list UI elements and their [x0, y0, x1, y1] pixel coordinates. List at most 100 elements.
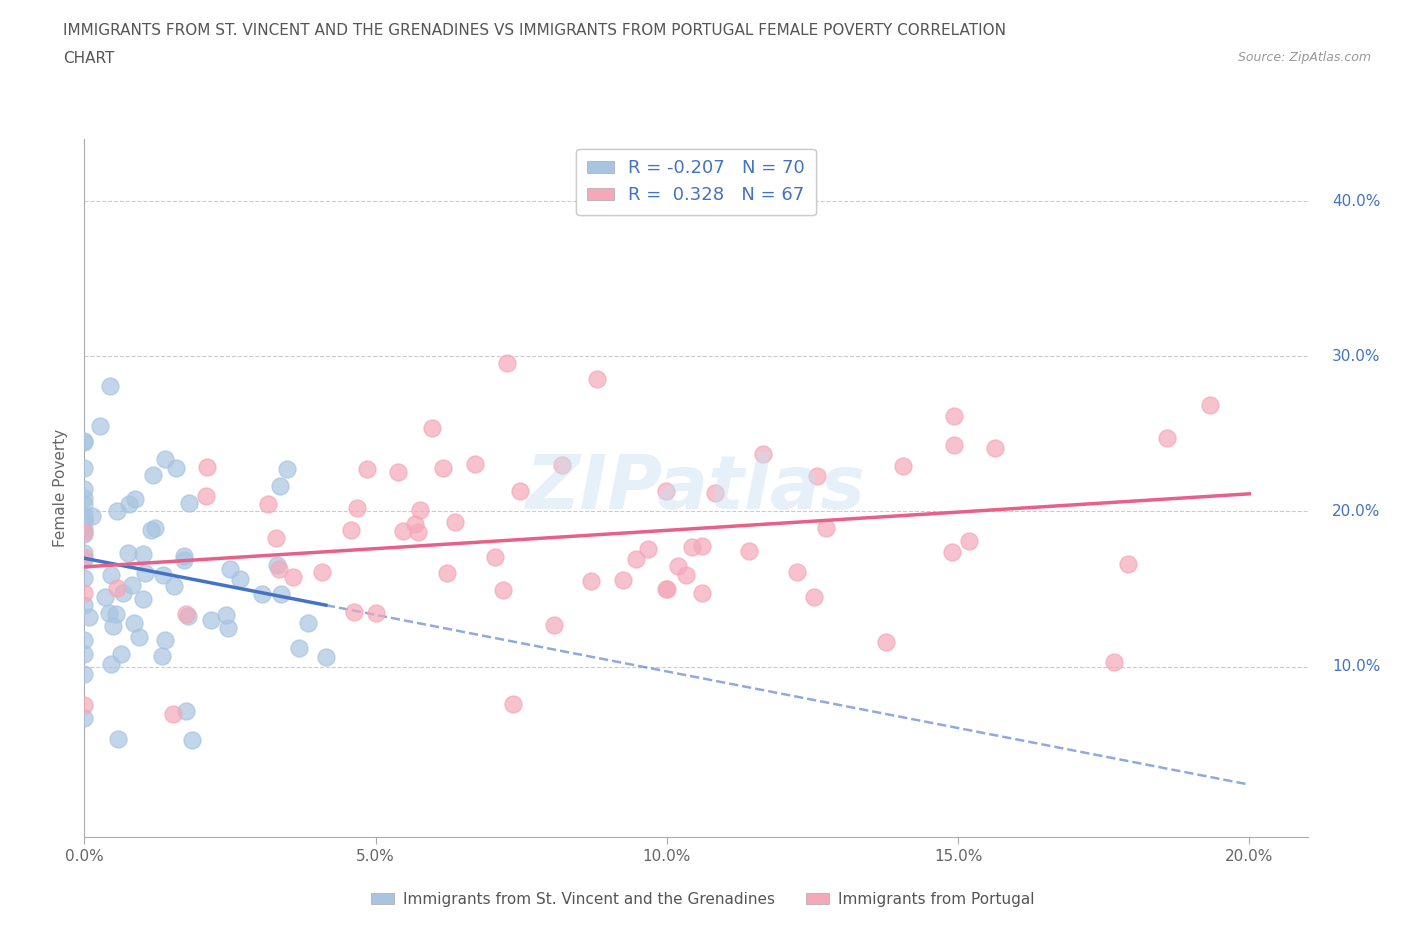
Point: [100, 657, 122, 671]
Point: [464, 457, 486, 472]
Point: [346, 501, 368, 516]
Point: [73, 461, 96, 476]
Point: [959, 534, 981, 549]
Point: [73, 433, 96, 448]
Y-axis label: Female Poverty: Female Poverty: [53, 429, 69, 548]
Point: [803, 590, 825, 604]
Point: [941, 544, 963, 559]
Point: [551, 458, 574, 472]
Point: [751, 447, 773, 462]
Point: [139, 523, 162, 538]
Point: [502, 697, 524, 711]
Point: [586, 372, 609, 387]
Point: [200, 613, 222, 628]
Point: [73, 597, 96, 612]
Point: [177, 608, 200, 623]
Point: [315, 649, 337, 664]
Point: [93, 590, 115, 604]
Point: [356, 461, 378, 476]
Point: [681, 540, 703, 555]
Point: [1156, 431, 1178, 445]
Point: [219, 562, 242, 577]
Point: [105, 503, 128, 518]
Point: [176, 607, 198, 622]
Text: 10.0%: 10.0%: [1331, 659, 1381, 674]
Point: [73, 513, 96, 528]
Point: [117, 546, 139, 561]
Point: [406, 525, 429, 539]
Point: [343, 604, 366, 619]
Point: [73, 522, 96, 537]
Legend: R = -0.207   N = 70, R =  0.328   N = 67: R = -0.207 N = 70, R = 0.328 N = 67: [576, 149, 815, 215]
Point: [806, 469, 828, 484]
Point: [107, 731, 129, 746]
Point: [180, 733, 202, 748]
Point: [104, 606, 127, 621]
Point: [217, 621, 239, 636]
Point: [131, 546, 153, 561]
Point: [270, 586, 292, 601]
Point: [117, 497, 139, 512]
Text: 30.0%: 30.0%: [1331, 349, 1381, 364]
Point: [73, 646, 96, 661]
Point: [97, 605, 120, 620]
Point: [132, 591, 155, 606]
Point: [492, 583, 515, 598]
Point: [153, 451, 176, 466]
Point: [579, 574, 602, 589]
Point: [73, 711, 96, 725]
Point: [89, 418, 111, 433]
Point: [73, 434, 96, 449]
Point: [98, 379, 121, 393]
Point: [73, 570, 96, 585]
Point: [543, 618, 565, 632]
Point: [942, 409, 965, 424]
Point: [1199, 398, 1222, 413]
Point: [110, 646, 132, 661]
Point: [165, 461, 187, 476]
Point: [73, 545, 96, 560]
Point: [496, 355, 519, 370]
Point: [73, 698, 96, 712]
Point: [267, 562, 290, 577]
Point: [73, 497, 96, 512]
Point: [73, 512, 96, 527]
Point: [391, 524, 413, 538]
Point: [420, 420, 443, 435]
Point: [105, 580, 128, 595]
Point: [675, 567, 697, 582]
Point: [875, 634, 897, 649]
Point: [1116, 557, 1139, 572]
Point: [194, 489, 217, 504]
Point: [73, 552, 96, 567]
Point: [73, 491, 96, 506]
Point: [174, 704, 197, 719]
Point: [142, 468, 165, 483]
Point: [77, 610, 100, 625]
Text: CHART: CHART: [63, 51, 115, 66]
Point: [637, 542, 659, 557]
Point: [668, 558, 690, 573]
Point: [942, 438, 965, 453]
Point: [214, 608, 236, 623]
Point: [134, 565, 156, 580]
Point: [626, 551, 648, 566]
Point: [266, 557, 288, 572]
Text: IMMIGRANTS FROM ST. VINCENT AND THE GRENADINES VS IMMIGRANTS FROM PORTUGAL FEMAL: IMMIGRANTS FROM ST. VINCENT AND THE GREN…: [63, 23, 1007, 38]
Point: [436, 565, 458, 580]
Point: [1102, 655, 1125, 670]
Point: [287, 640, 309, 655]
Point: [73, 585, 96, 600]
Point: [432, 460, 454, 475]
Text: 20.0%: 20.0%: [1331, 504, 1381, 519]
Point: [612, 573, 634, 588]
Point: [704, 485, 727, 500]
Point: [297, 616, 319, 631]
Point: [786, 565, 808, 579]
Point: [250, 587, 273, 602]
Point: [101, 618, 124, 633]
Point: [73, 525, 96, 540]
Point: [655, 581, 678, 596]
Point: [690, 586, 713, 601]
Point: [162, 707, 184, 722]
